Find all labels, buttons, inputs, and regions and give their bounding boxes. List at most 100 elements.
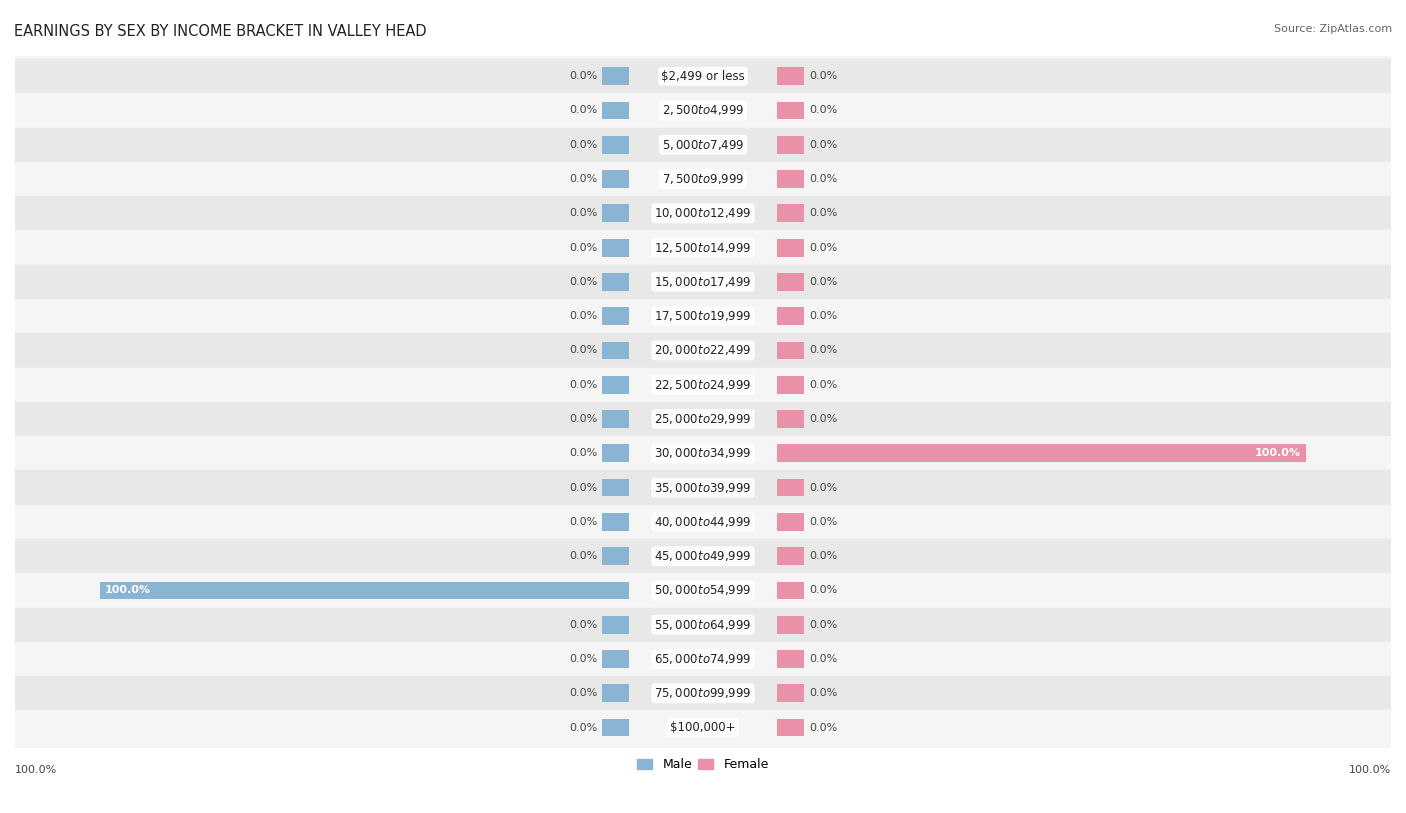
Bar	[602, 170, 628, 188]
Text: 0.0%: 0.0%	[808, 106, 837, 115]
Bar	[778, 685, 804, 702]
Bar	[15, 162, 1391, 196]
Text: 0.0%: 0.0%	[569, 448, 598, 459]
Bar	[778, 136, 804, 154]
Bar	[602, 479, 628, 497]
Bar	[15, 573, 1391, 607]
Text: 0.0%: 0.0%	[569, 140, 598, 150]
Bar	[602, 307, 628, 325]
Bar	[602, 341, 628, 359]
Text: 0.0%: 0.0%	[808, 346, 837, 355]
Bar	[15, 539, 1391, 573]
Text: 0.0%: 0.0%	[808, 414, 837, 424]
Bar	[602, 102, 628, 120]
Bar	[778, 479, 804, 497]
Text: 0.0%: 0.0%	[808, 654, 837, 664]
Text: 0.0%: 0.0%	[569, 654, 598, 664]
Bar	[602, 445, 628, 463]
Bar	[602, 719, 628, 737]
Bar	[15, 367, 1391, 402]
Text: 0.0%: 0.0%	[808, 585, 837, 595]
Bar	[602, 513, 628, 531]
Bar	[15, 641, 1391, 676]
Text: 0.0%: 0.0%	[808, 277, 837, 287]
Bar	[100, 581, 628, 599]
Bar	[602, 547, 628, 565]
Text: $2,500 to $4,999: $2,500 to $4,999	[662, 103, 744, 118]
Bar	[778, 615, 804, 633]
Bar	[602, 136, 628, 154]
Text: $45,000 to $49,999: $45,000 to $49,999	[654, 549, 752, 563]
Text: $65,000 to $74,999: $65,000 to $74,999	[654, 652, 752, 666]
Text: 0.0%: 0.0%	[808, 242, 837, 253]
Text: 0.0%: 0.0%	[569, 689, 598, 698]
Text: 0.0%: 0.0%	[569, 723, 598, 733]
Text: 0.0%: 0.0%	[808, 551, 837, 561]
Bar	[15, 93, 1391, 128]
Bar	[602, 67, 628, 85]
Text: 0.0%: 0.0%	[569, 380, 598, 389]
Text: 0.0%: 0.0%	[569, 517, 598, 527]
Text: 100.0%: 100.0%	[1348, 765, 1391, 776]
Text: $12,500 to $14,999: $12,500 to $14,999	[654, 241, 752, 254]
Text: 0.0%: 0.0%	[569, 551, 598, 561]
Text: $75,000 to $99,999: $75,000 to $99,999	[654, 686, 752, 700]
Bar	[778, 513, 804, 531]
Text: 100.0%: 100.0%	[105, 585, 150, 595]
Text: 0.0%: 0.0%	[569, 106, 598, 115]
Text: $50,000 to $54,999: $50,000 to $54,999	[654, 584, 752, 598]
Text: $2,499 or less: $2,499 or less	[661, 70, 745, 83]
Legend: Male, Female: Male, Female	[633, 754, 773, 776]
Bar	[15, 711, 1391, 745]
Bar	[602, 650, 628, 668]
Bar	[778, 239, 804, 257]
Text: $100,000+: $100,000+	[671, 721, 735, 734]
Text: 0.0%: 0.0%	[808, 483, 837, 493]
Text: 0.0%: 0.0%	[569, 174, 598, 184]
Bar	[15, 676, 1391, 711]
Bar	[15, 299, 1391, 333]
Bar	[15, 128, 1391, 162]
Bar	[778, 581, 804, 599]
Bar	[602, 685, 628, 702]
Bar	[15, 59, 1391, 93]
Text: 0.0%: 0.0%	[569, 346, 598, 355]
Text: 0.0%: 0.0%	[808, 620, 837, 630]
Text: $35,000 to $39,999: $35,000 to $39,999	[654, 480, 752, 494]
Bar	[602, 239, 628, 257]
Bar	[778, 307, 804, 325]
Text: Source: ZipAtlas.com: Source: ZipAtlas.com	[1274, 24, 1392, 34]
Text: 0.0%: 0.0%	[569, 483, 598, 493]
Text: 0.0%: 0.0%	[569, 620, 598, 630]
Bar	[778, 376, 804, 393]
Text: $22,500 to $24,999: $22,500 to $24,999	[654, 378, 752, 392]
Bar	[778, 650, 804, 668]
Bar	[778, 273, 804, 291]
Text: $30,000 to $34,999: $30,000 to $34,999	[654, 446, 752, 460]
Bar	[15, 265, 1391, 299]
Bar	[602, 273, 628, 291]
Bar	[15, 436, 1391, 471]
Bar	[602, 376, 628, 393]
Bar	[778, 410, 804, 428]
Text: $20,000 to $22,499: $20,000 to $22,499	[654, 343, 752, 358]
Bar	[602, 204, 628, 222]
Bar	[15, 505, 1391, 539]
Text: 0.0%: 0.0%	[569, 277, 598, 287]
Text: 0.0%: 0.0%	[569, 208, 598, 219]
Text: 0.0%: 0.0%	[569, 311, 598, 321]
Bar	[15, 402, 1391, 436]
Text: $10,000 to $12,499: $10,000 to $12,499	[654, 207, 752, 220]
Text: $5,000 to $7,499: $5,000 to $7,499	[662, 137, 744, 152]
Text: 0.0%: 0.0%	[808, 311, 837, 321]
Text: 0.0%: 0.0%	[808, 174, 837, 184]
Bar	[778, 547, 804, 565]
Text: 0.0%: 0.0%	[569, 414, 598, 424]
Text: 0.0%: 0.0%	[808, 380, 837, 389]
Text: $15,000 to $17,499: $15,000 to $17,499	[654, 275, 752, 289]
Bar	[778, 67, 804, 85]
Text: $55,000 to $64,999: $55,000 to $64,999	[654, 618, 752, 632]
Bar	[602, 410, 628, 428]
Text: 100.0%: 100.0%	[1256, 448, 1301, 459]
Bar	[778, 204, 804, 222]
